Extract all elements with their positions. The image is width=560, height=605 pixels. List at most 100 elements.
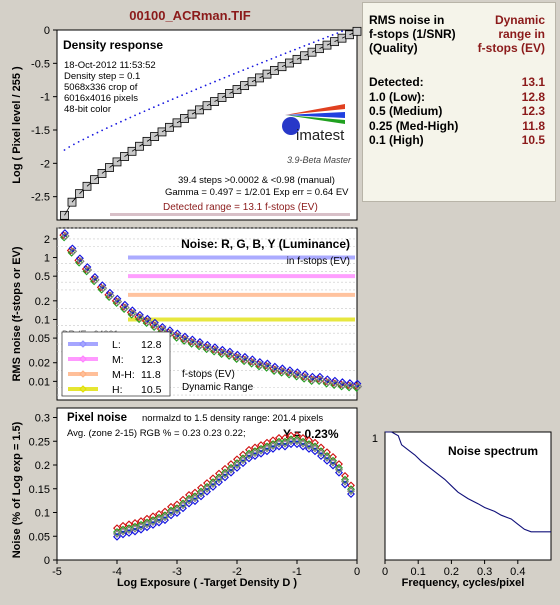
density-dotted-point <box>237 71 240 73</box>
data-point <box>233 461 241 469</box>
summary-header-line: range in <box>498 27 545 41</box>
y-tick-label: 0.05 <box>29 333 50 345</box>
data-point <box>249 358 258 367</box>
density-dotted-point <box>341 30 343 33</box>
data-point <box>299 439 307 448</box>
data-point <box>227 463 235 472</box>
data-point <box>275 439 283 448</box>
data-point <box>239 454 247 463</box>
data-point <box>324 378 333 387</box>
data-point <box>314 374 323 383</box>
summary-row-label: 1.0 (Low): <box>369 89 425 104</box>
data-point <box>59 231 68 240</box>
data-point <box>185 494 193 503</box>
data-point <box>197 487 205 496</box>
data-point <box>120 300 129 309</box>
density-dotted-point <box>115 122 118 125</box>
x-tick-label: 0.1 <box>411 566 426 578</box>
data-point <box>270 362 279 371</box>
summary-header-right: Dynamic range in f-stops (EV) <box>478 13 545 55</box>
density-dotted-point <box>87 136 89 139</box>
data-point <box>353 379 362 388</box>
data-point <box>81 265 90 274</box>
data-point <box>352 383 361 392</box>
summary-row-value: 12.8 <box>521 89 545 104</box>
data-point <box>285 370 294 379</box>
data-point <box>114 297 123 306</box>
data-point <box>204 343 213 352</box>
data-point <box>90 272 99 281</box>
data-point <box>339 381 348 389</box>
data-point <box>84 265 93 274</box>
y-tick-label: 0.2 <box>35 460 50 472</box>
summary-row: 1.0 (Low): 12.8 <box>369 90 545 105</box>
data-point <box>209 480 217 488</box>
data-point <box>137 520 145 529</box>
density-dotted-point <box>322 37 325 40</box>
density-dotted-point <box>284 52 287 55</box>
data-point <box>281 439 289 448</box>
data-point <box>257 446 265 455</box>
summary-row-label: 0.5 (Medium) <box>369 104 443 118</box>
dynamic-range-summary: RMS noise in f-stops (1/SNR) (Quality) D… <box>362 2 556 202</box>
data-point <box>119 302 128 311</box>
data-point <box>106 291 115 300</box>
data-point <box>97 285 106 294</box>
density-dotted-point <box>242 69 245 72</box>
data-point <box>292 372 301 381</box>
density-dotted-point <box>251 65 254 68</box>
data-point <box>135 310 144 319</box>
data-point <box>335 465 343 474</box>
data-point <box>113 294 122 303</box>
spectrum-title: Noise spectrum <box>448 444 538 458</box>
data-point <box>99 284 108 293</box>
data-point <box>195 338 204 346</box>
density-dotted-point <box>326 35 329 38</box>
y-tick-label: 0.02 <box>29 358 50 370</box>
y-tick-label: -2 <box>40 158 50 170</box>
density-dotted-point <box>232 73 235 75</box>
legend-value: 11.8 <box>141 369 161 381</box>
data-point <box>125 524 133 533</box>
data-point <box>287 437 295 446</box>
data-point <box>173 504 181 513</box>
data-point <box>149 320 158 329</box>
version-text: 3.9-Beta Master <box>287 155 352 165</box>
y-tick-label: 0.05 <box>29 531 50 543</box>
data-point <box>75 258 84 267</box>
data-point <box>285 366 294 375</box>
data-point <box>75 254 84 263</box>
data-point <box>335 463 343 472</box>
data-point <box>247 359 256 368</box>
data-point <box>135 315 144 324</box>
data-point <box>113 527 121 536</box>
data-point <box>337 382 346 391</box>
data-point <box>315 372 324 381</box>
data-point <box>226 350 235 359</box>
detected-range-text: Detected range = 13.1 f-stops (EV) <box>163 202 318 213</box>
detected-range-bar <box>110 213 350 216</box>
data-point <box>196 340 205 349</box>
data-point <box>346 381 355 390</box>
y-tick-label: -1 <box>40 92 50 104</box>
y-tick-label: 0.2 <box>35 296 50 308</box>
data-point <box>345 383 354 392</box>
summary-row-label: Detected: <box>369 75 424 89</box>
density-dotted-point <box>105 127 108 130</box>
data-point <box>347 487 355 496</box>
data-point <box>112 299 121 308</box>
data-point <box>311 442 319 451</box>
data-point <box>293 437 301 446</box>
density-info-line: 48-bit color <box>64 104 111 115</box>
data-point <box>91 275 100 284</box>
data-point <box>134 312 143 321</box>
data-point <box>161 511 169 520</box>
data-point <box>209 478 217 487</box>
density-dotted-point <box>289 50 292 53</box>
data-point <box>317 449 325 458</box>
summary-row: 0.25 (Med-High) 11.8 <box>369 119 545 134</box>
density-dotted-point <box>331 34 334 36</box>
data-point <box>225 351 234 360</box>
data-point <box>219 348 228 357</box>
